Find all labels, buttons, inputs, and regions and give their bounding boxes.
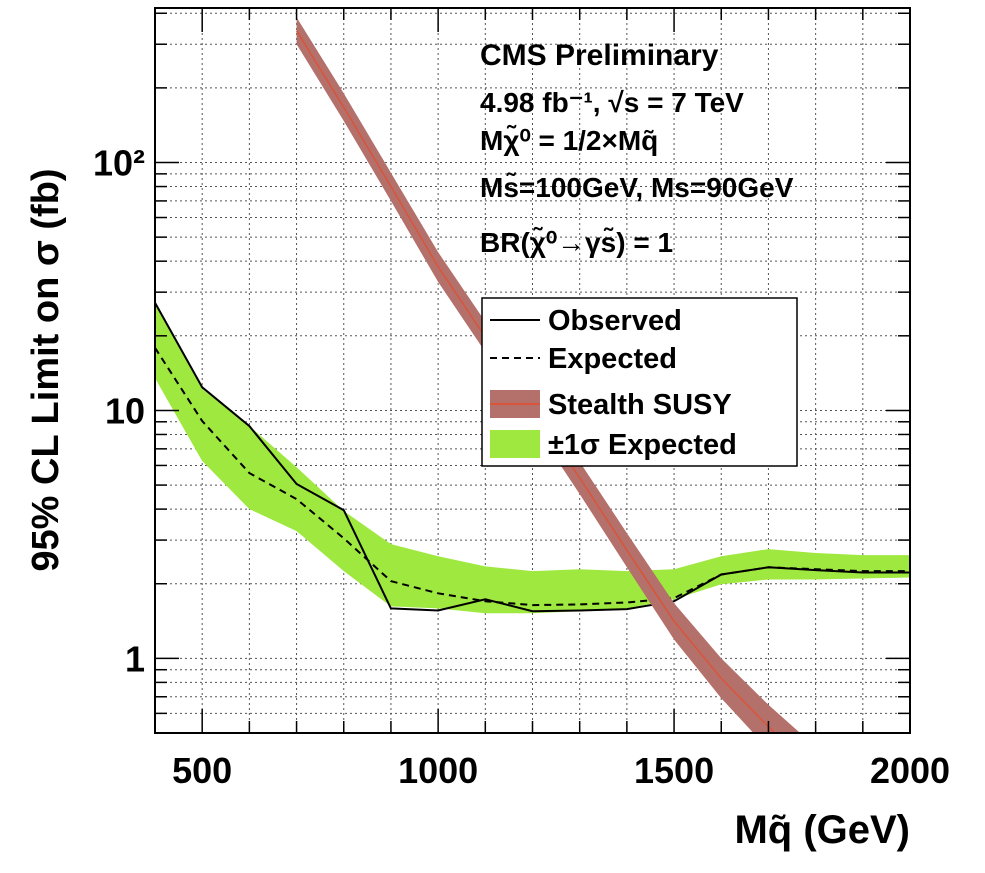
annotation: CMS Preliminary [480, 39, 719, 72]
x-tick-label: 2000 [870, 750, 950, 791]
annotation: BR(χ̃⁰→γs̃) = 1 [480, 227, 673, 258]
legend-swatch [490, 430, 540, 458]
x-tick-label: 500 [172, 750, 232, 791]
y-tick-label: 10 [105, 390, 145, 431]
annotation: Mχ̃⁰ = 1/2×Mq̃ [480, 125, 658, 156]
y-tick-label: 1 [125, 638, 145, 679]
plot-frame [154, 7, 911, 734]
x-axis-label: Mq̃ (GeV) [734, 808, 910, 852]
axes: 500 1000 1500 2000 1 10 10² [93, 7, 950, 791]
y-axis-label: 95% CL Limit on σ (fb) [25, 168, 67, 571]
legend-label: ±1σ Expected [548, 429, 737, 461]
grid [154, 8, 911, 733]
annotation: 4.98 fb⁻¹, √s = 7 TeV [480, 87, 744, 118]
annotation: Ms̃=100GeV, Ms=90GeV [480, 172, 794, 203]
legend-label: Stealth SUSY [548, 389, 732, 421]
x-tick-label: 1500 [634, 750, 714, 791]
x-tick-label: 1000 [398, 750, 478, 791]
plot-area [155, 17, 910, 733]
band [155, 303, 910, 614]
y-tick-label: 10² [93, 143, 145, 184]
line [155, 347, 910, 607]
legend-label: Observed [548, 305, 682, 337]
legend-label: Expected [548, 343, 677, 375]
legend: Observed Expected Stealth SUSY ±1σ Expected [481, 297, 798, 467]
